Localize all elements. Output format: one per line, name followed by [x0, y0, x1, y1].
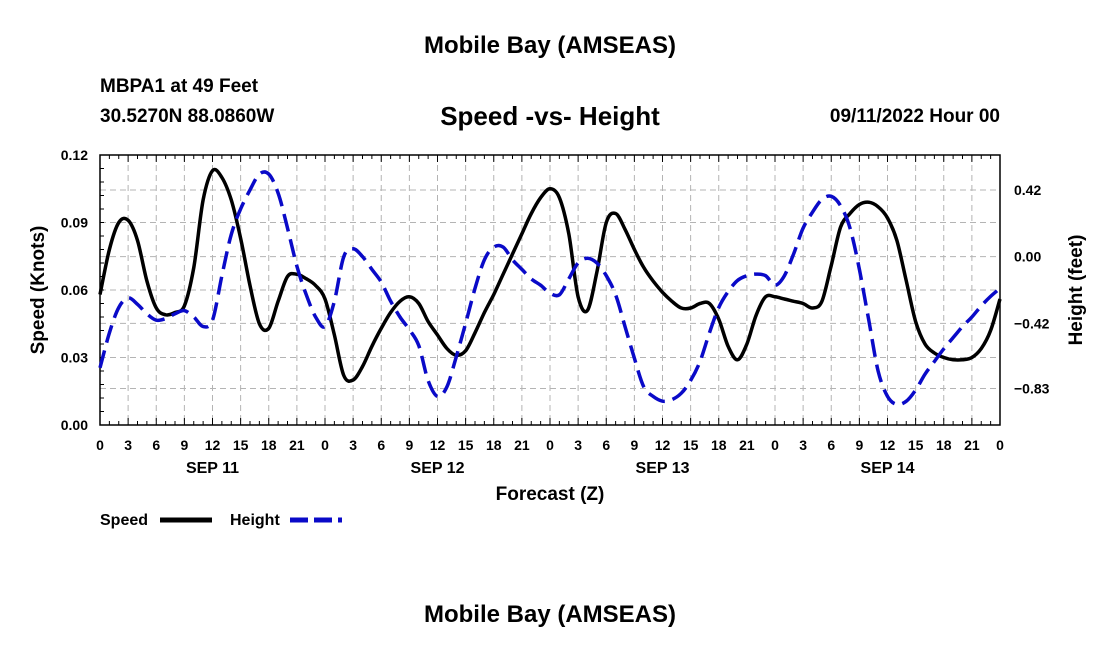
x-tick-label: 21 — [289, 437, 305, 453]
x-tick-label: 12 — [430, 437, 446, 453]
station-label: MBPA1 at 49 Feet — [100, 76, 259, 97]
y-tick-label: 0.06 — [61, 282, 88, 298]
x-tick-label: 15 — [683, 437, 699, 453]
x-axis-label: Forecast (Z) — [496, 484, 605, 505]
x-tick-label: 9 — [180, 437, 188, 453]
y-tick-label: 0.12 — [61, 147, 88, 163]
legend-label-height: Height — [230, 512, 280, 529]
x-tick-label: 0 — [321, 437, 329, 453]
x-tick-label: 6 — [377, 437, 385, 453]
x-tick-label: 15 — [458, 437, 474, 453]
x-date-label: SEP 13 — [636, 460, 690, 477]
x-tick-label: 15 — [233, 437, 249, 453]
x-tick-label: 9 — [855, 437, 863, 453]
station-coordinates: 30.5270N 88.0860W — [100, 106, 275, 127]
height-series-line — [98, 170, 1002, 407]
y-tick-label: 0.09 — [61, 215, 88, 231]
x-tick-label: 6 — [152, 437, 160, 453]
y-tick-label: 0.00 — [61, 417, 88, 433]
y2-axis-label: Height (feet) — [1066, 235, 1087, 346]
x-tick-label: 18 — [936, 437, 952, 453]
x-tick-label: 9 — [630, 437, 638, 453]
x-tick-label: 0 — [546, 437, 554, 453]
y2-tick-label: −0.83 — [1014, 380, 1050, 396]
x-tick-label: 6 — [602, 437, 610, 453]
x-tick-label: 21 — [739, 437, 755, 453]
x-tick-label: 18 — [711, 437, 727, 453]
chart-main-title: Mobile Bay (AMSEAS) — [423, 32, 677, 59]
legend-label-speed: Speed — [100, 512, 148, 529]
x-date-label: SEP 14 — [861, 460, 915, 477]
y2-tick-label: 0.42 — [1014, 182, 1041, 198]
y-axis-label: Speed (Knots) — [28, 226, 49, 355]
x-tick-label: 6 — [827, 437, 835, 453]
x-tick-label: 18 — [261, 437, 277, 453]
x-tick-label: 12 — [205, 437, 221, 453]
x-tick-label: 3 — [349, 437, 357, 453]
x-tick-label: 21 — [964, 437, 980, 453]
x-tick-label: 18 — [486, 437, 502, 453]
x-tick-label: 12 — [655, 437, 671, 453]
x-tick-label: 9 — [405, 437, 413, 453]
y2-tick-label: −0.42 — [1014, 315, 1050, 331]
next-chart-title: Mobile Bay (AMSEAS) — [423, 601, 677, 628]
x-tick-label: 3 — [799, 437, 807, 453]
speed-series-line — [98, 167, 1002, 383]
y2-tick-label: 0.00 — [1014, 249, 1041, 265]
x-tick-label: 3 — [574, 437, 582, 453]
x-tick-label: 3 — [124, 437, 132, 453]
chart-subtitle: Speed -vs- Height — [440, 101, 660, 131]
x-tick-label: 0 — [771, 437, 779, 453]
x-date-label: SEP 11 — [186, 460, 239, 477]
x-tick-label: 12 — [880, 437, 896, 453]
y-tick-label: 0.03 — [61, 350, 88, 366]
x-tick-label: 21 — [514, 437, 530, 453]
x-tick-label: 15 — [908, 437, 924, 453]
x-tick-label: 0 — [996, 437, 1004, 453]
forecast-datetime: 09/11/2022 Hour 00 — [829, 106, 1000, 127]
x-date-label: SEP 12 — [411, 460, 465, 477]
x-tick-label: 0 — [96, 437, 104, 453]
